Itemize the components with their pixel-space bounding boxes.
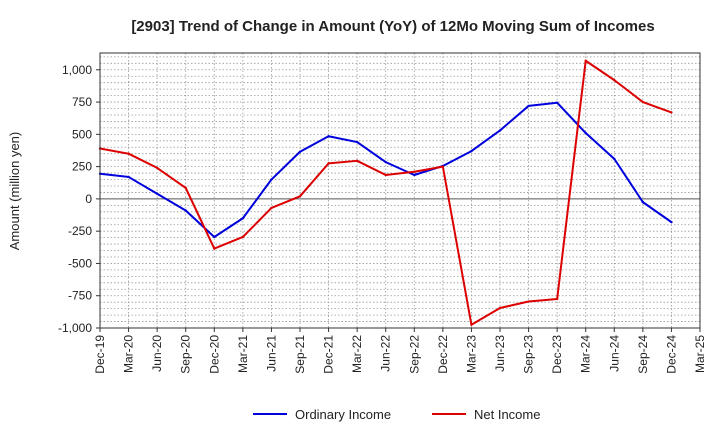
y-tick-label: -500 xyxy=(68,256,92,270)
y-axis-ticks: 1,000 750 500 250 0 -250 -500 -750 -1,000 xyxy=(58,63,100,335)
data-point xyxy=(241,217,245,220)
data-point xyxy=(413,173,416,177)
data-point xyxy=(355,140,359,144)
data-point xyxy=(327,135,330,138)
x-tick-label: Sep-23 xyxy=(522,335,536,374)
grid xyxy=(100,53,700,328)
data-point xyxy=(213,235,216,239)
legend-label: Net Income xyxy=(474,407,540,422)
data-point xyxy=(127,152,130,155)
data-point xyxy=(527,300,530,303)
data-point xyxy=(527,104,530,108)
legend-label: Ordinary Income xyxy=(295,407,391,422)
data-point xyxy=(470,149,473,153)
data-point xyxy=(413,170,416,173)
data-point xyxy=(670,111,673,114)
y-axis-label: Amount (million yen) xyxy=(7,132,22,251)
data-point xyxy=(270,206,273,210)
data-point xyxy=(213,247,216,250)
x-tick-label: Dec-21 xyxy=(322,335,336,374)
x-tick-label: Dec-19 xyxy=(93,335,107,374)
legend: Ordinary Income Net Income xyxy=(253,407,540,422)
data-point xyxy=(613,78,616,82)
x-tick-label: Mar-25 xyxy=(693,335,707,373)
data-point xyxy=(241,235,245,239)
x-tick-label: Jun-21 xyxy=(264,335,278,372)
x-tick-label: Mar-21 xyxy=(236,335,250,373)
x-tick-label: Mar-23 xyxy=(464,335,478,373)
y-tick-label: 750 xyxy=(72,95,92,109)
chart-title: [2903] Trend of Change in Amount (YoY) o… xyxy=(131,18,654,35)
data-point xyxy=(155,166,159,170)
data-point xyxy=(327,162,330,165)
data-point xyxy=(470,323,473,326)
x-tick-label: Sep-20 xyxy=(179,335,193,374)
x-tick-label: Sep-24 xyxy=(636,335,650,374)
x-tick-label: Dec-22 xyxy=(436,335,450,374)
data-point xyxy=(613,157,616,161)
x-axis-ticks: Dec-19 Mar-20 Jun-20 Sep-20 Dec-20 Mar-21 Jun-… xyxy=(93,328,707,374)
x-tick-label: Jun-22 xyxy=(379,335,393,372)
data-point xyxy=(184,186,187,190)
x-tick-label: Dec-23 xyxy=(550,335,564,374)
x-tick-label: Jun-20 xyxy=(150,335,164,372)
data-point xyxy=(127,175,130,179)
x-tick-label: Dec-20 xyxy=(207,335,221,374)
plot-frame xyxy=(99,52,701,329)
data-point xyxy=(298,150,302,153)
x-tick-label: Jun-23 xyxy=(493,335,507,372)
data-point xyxy=(270,178,273,181)
x-tick-label: Sep-22 xyxy=(407,335,421,374)
y-tick-label: -250 xyxy=(68,224,92,238)
data-point xyxy=(441,165,445,168)
data-point xyxy=(155,192,159,195)
data-point xyxy=(584,131,587,135)
y-tick-label: 250 xyxy=(72,160,92,174)
x-tick-label: Sep-21 xyxy=(293,335,307,374)
data-point xyxy=(584,59,587,62)
data-point xyxy=(641,200,645,204)
y-tick-label: -1,000 xyxy=(58,321,92,335)
y-tick-label: 0 xyxy=(85,192,92,206)
data-point xyxy=(384,173,387,177)
data-point xyxy=(384,160,387,164)
data-point xyxy=(298,195,302,198)
data-point xyxy=(355,159,359,163)
x-tick-label: Jun-24 xyxy=(607,335,621,372)
data-point xyxy=(641,100,645,104)
data-point xyxy=(555,297,559,301)
y-tick-label: -750 xyxy=(68,289,92,303)
x-tick-label: Mar-22 xyxy=(350,335,364,373)
y-tick-label: 500 xyxy=(72,127,92,141)
data-point xyxy=(498,306,502,310)
x-tick-label: Dec-24 xyxy=(664,335,678,374)
data-point xyxy=(670,220,673,224)
data-point xyxy=(498,129,502,132)
data-point xyxy=(555,101,559,104)
y-tick-label: 1,000 xyxy=(62,63,92,77)
x-tick-label: Mar-20 xyxy=(122,335,136,373)
data-point xyxy=(184,209,187,212)
series-layer xyxy=(98,59,673,326)
x-tick-label: Mar-24 xyxy=(579,335,593,373)
